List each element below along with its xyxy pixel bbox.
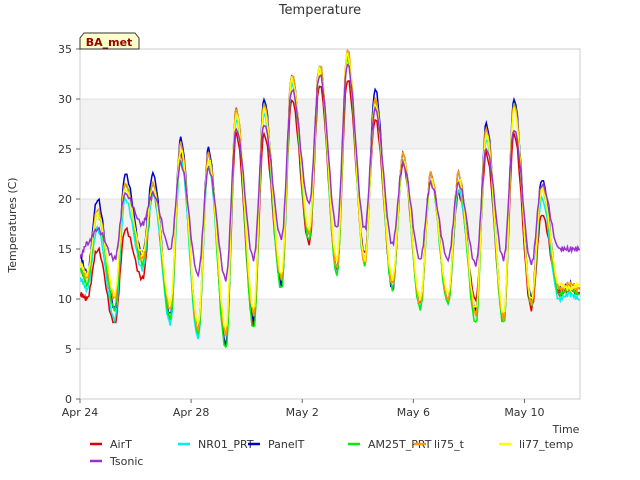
legend: AirT NR01_PRT PanelT AM25T_PRT li75_t li77_te…: [90, 438, 573, 468]
x-tick-label: May 10: [504, 406, 544, 419]
x-tick-label: Apr 24: [62, 406, 99, 419]
legend-label-li75-t: li75_t: [434, 438, 465, 451]
legend-label-li77-temp: li77_temp: [519, 438, 573, 451]
x-axis-ticks: Apr 24 Apr 28 May 2 May 6 May 10: [62, 399, 545, 419]
y-tick-label: 10: [58, 293, 72, 306]
legend-label-am25t-prt: AM25T_PRT: [368, 438, 432, 451]
y-axis-label: Temperatures (C): [6, 177, 19, 273]
plot-background-bands: [80, 49, 580, 400]
grid-band: [80, 349, 580, 399]
series-lines: [80, 49, 580, 349]
grid-band: [80, 99, 580, 149]
station-badge: BA_met: [79, 32, 140, 50]
x-axis-label: Time: [552, 423, 580, 436]
x-tick-label: Apr 28: [173, 406, 210, 419]
x-tick-label: May 6: [397, 406, 430, 419]
legend-label-nr01-prt: NR01_PRT: [198, 438, 254, 451]
station-badge-label: BA_met: [86, 36, 133, 49]
legend-label-airt: AirT: [110, 438, 132, 451]
series-line-tsonic: [80, 63, 580, 282]
y-tick-label: 30: [58, 93, 72, 106]
y-axis-ticks: 0 5 10 15 20 25 30 35: [58, 43, 80, 406]
y-tick-label: 0: [65, 393, 72, 406]
y-tick-label: 20: [58, 193, 72, 206]
x-tick-label: May 2: [286, 406, 319, 419]
y-tick-label: 25: [58, 143, 72, 156]
chart-title: Temperature: [278, 3, 361, 18]
grid-band: [80, 49, 580, 99]
legend-label-tsonic: Tsonic: [109, 455, 143, 468]
series-line-li77-temp: [80, 52, 580, 328]
plot-frame: [79, 48, 581, 400]
legend-label-panelt: PanelT: [268, 438, 305, 451]
y-tick-label: 5: [65, 343, 72, 356]
y-tick-label: 35: [58, 43, 72, 56]
grid-band: [80, 299, 580, 349]
y-tick-label: 15: [58, 243, 72, 256]
